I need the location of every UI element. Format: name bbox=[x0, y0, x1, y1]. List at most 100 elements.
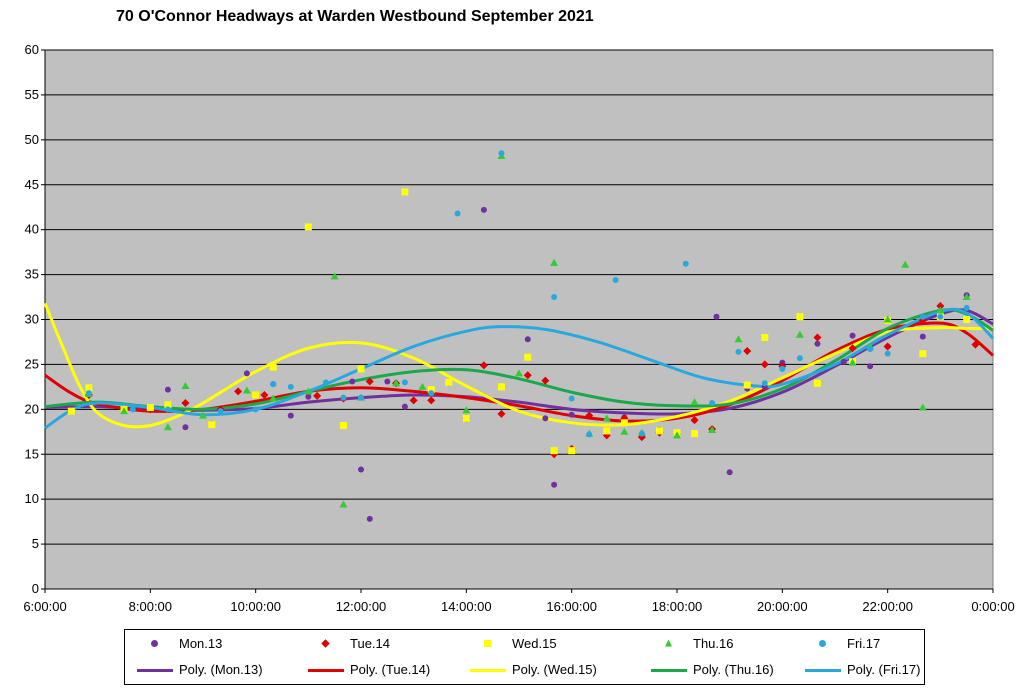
data-point-series-3 bbox=[690, 398, 699, 406]
data-point-series-4 bbox=[761, 380, 768, 387]
data-point-series-4 bbox=[252, 406, 259, 413]
data-point-series-1 bbox=[427, 396, 436, 405]
data-point-series-3 bbox=[462, 406, 471, 414]
data-point-series-2 bbox=[761, 333, 769, 341]
data-point-series-4 bbox=[796, 355, 803, 362]
data-point-series-3 bbox=[392, 379, 401, 387]
legend-item-series: Tue.14 bbox=[308, 636, 390, 651]
y-tick-label: 60 bbox=[25, 42, 39, 57]
data-point-series-4 bbox=[270, 381, 277, 388]
data-point-series-3 bbox=[515, 369, 523, 377]
legend-item-trendline: Poly. (Mon.13) bbox=[137, 662, 263, 677]
data-point-series-2 bbox=[445, 378, 453, 386]
data-point-series-0 bbox=[366, 515, 373, 522]
data-point-series-2 bbox=[743, 381, 751, 389]
trendline-2 bbox=[43, 302, 994, 429]
data-point-series-4 bbox=[401, 379, 408, 386]
legend-item-trendline: Poly. (Tue.14) bbox=[308, 662, 430, 677]
legend-swatch bbox=[137, 638, 173, 650]
legend-label: Poly. (Tue.14) bbox=[350, 662, 431, 677]
data-point-series-3 bbox=[883, 315, 892, 323]
data-point-series-3 bbox=[120, 407, 128, 415]
data-point-series-3 bbox=[242, 386, 251, 394]
y-tick-label: 55 bbox=[25, 87, 39, 102]
data-point-series-0 bbox=[358, 466, 364, 473]
data-point-series-3 bbox=[602, 414, 611, 422]
data-point-series-2 bbox=[146, 404, 154, 412]
legend-swatch bbox=[137, 664, 173, 676]
data-point-series-3 bbox=[269, 394, 278, 402]
data-point-series-2 bbox=[524, 353, 532, 361]
data-point-series-2 bbox=[462, 414, 470, 422]
data-point-series-4 bbox=[217, 408, 224, 415]
data-point-series-3 bbox=[418, 382, 427, 390]
data-point-series-2 bbox=[339, 422, 347, 430]
y-axis-labels: 0 5 10 15 20 25 30 35 40 45 50 55 60 bbox=[25, 42, 39, 596]
x-tick-label: 22:00:00 bbox=[862, 599, 913, 614]
x-tick-label: 12:00:00 bbox=[336, 599, 387, 614]
data-point-series-2 bbox=[919, 350, 927, 358]
data-point-series-3 bbox=[304, 387, 313, 395]
data-point-series-0 bbox=[182, 424, 189, 431]
data-point-series-4 bbox=[428, 390, 435, 397]
data-point-series-1 bbox=[813, 333, 822, 342]
data-point-series-2 bbox=[655, 427, 663, 435]
data-point-series-1 bbox=[181, 399, 190, 408]
data-point-series-2 bbox=[620, 419, 628, 427]
y-tick-label: 45 bbox=[25, 177, 39, 192]
data-point-series-4 bbox=[735, 348, 742, 355]
legend-label: Thu.16 bbox=[693, 636, 734, 651]
y-tick-label: 15 bbox=[25, 446, 39, 461]
data-point-series-0 bbox=[726, 469, 733, 476]
legend-item-series: Thu.16 bbox=[651, 636, 733, 651]
legend-label: Wed.15 bbox=[512, 636, 557, 651]
data-point-series-0 bbox=[384, 378, 391, 385]
data-point-series-1 bbox=[760, 360, 769, 369]
legend-item-trendline: Poly. (Thu.16) bbox=[651, 662, 774, 677]
data-point-series-2 bbox=[67, 407, 75, 415]
data-point-series-3 bbox=[163, 423, 172, 431]
data-point-series-2 bbox=[963, 316, 971, 323]
y-tick-label: 10 bbox=[25, 491, 39, 506]
data-point-series-0 bbox=[349, 378, 356, 385]
x-tick-label: 8:00:00 bbox=[129, 599, 172, 614]
data-point-series-3 bbox=[795, 330, 804, 338]
data-point-series-4 bbox=[586, 431, 593, 438]
data-point-series-4 bbox=[454, 210, 461, 217]
data-point-series-2 bbox=[603, 427, 611, 435]
legend-label: Poly. (Fri.17) bbox=[847, 662, 921, 677]
data-point-series-3 bbox=[339, 500, 348, 508]
data-point-series-2 bbox=[796, 313, 804, 321]
legend-swatch bbox=[651, 664, 687, 676]
data-point-series-1 bbox=[365, 377, 374, 386]
legend-label: Poly. (Thu.16) bbox=[693, 662, 774, 677]
legend-item-series: Mon.13 bbox=[137, 636, 222, 651]
legend: Mon.13 Tue.14 Wed.15 Thu.16 Fri.17 Poly. (Mon… bbox=[124, 629, 925, 685]
y-tick-label: 20 bbox=[25, 401, 39, 416]
data-point-series-3 bbox=[734, 335, 743, 343]
x-tick-label: 20:00:00 bbox=[757, 599, 808, 614]
data-point-series-2 bbox=[85, 384, 93, 392]
data-point-series-3 bbox=[848, 358, 857, 366]
y-tick-label: 50 bbox=[25, 132, 39, 147]
legend-label: Poly. (Mon.13) bbox=[179, 662, 263, 677]
legend-label: Poly. (Wed.15) bbox=[512, 662, 597, 677]
y-tick-label: 5 bbox=[32, 536, 39, 551]
data-point-series-2 bbox=[252, 391, 260, 399]
data-point-series-4 bbox=[884, 350, 891, 357]
data-point-series-0 bbox=[867, 363, 874, 370]
data-point-series-3 bbox=[936, 306, 945, 314]
data-point-series-1 bbox=[971, 340, 980, 349]
data-point-series-2 bbox=[164, 401, 172, 409]
data-point-series-4 bbox=[287, 383, 294, 390]
data-point-series-4 bbox=[551, 294, 558, 301]
data-point-series-1 bbox=[848, 344, 857, 353]
data-point-series-3 bbox=[901, 260, 910, 268]
data-points bbox=[67, 150, 980, 522]
data-point-series-0 bbox=[542, 415, 549, 422]
data-point-series-2 bbox=[568, 447, 576, 455]
data-point-series-1 bbox=[883, 342, 892, 351]
legend-swatch bbox=[805, 638, 841, 650]
data-point-series-4 bbox=[164, 406, 171, 413]
